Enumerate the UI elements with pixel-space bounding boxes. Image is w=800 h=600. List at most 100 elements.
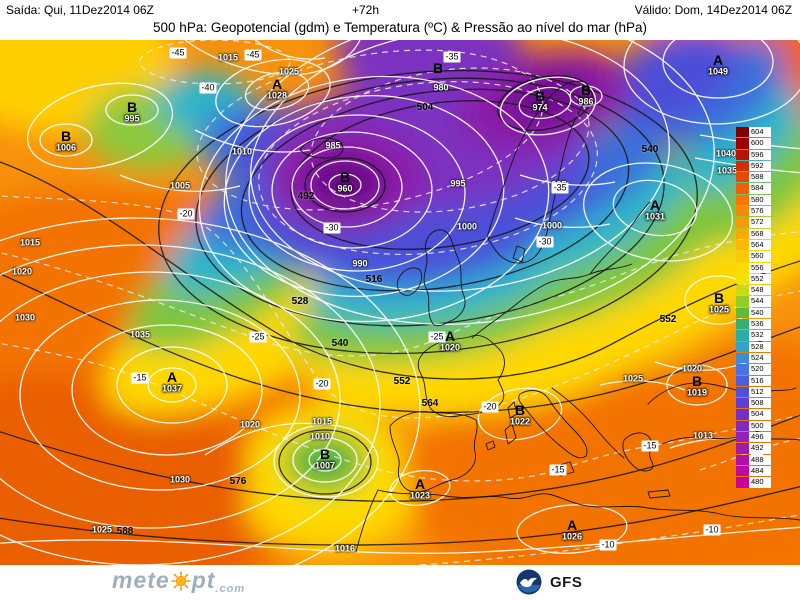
legend-value-label: 548 (749, 285, 771, 296)
legend-value-label: 600 (749, 138, 771, 149)
valid-timestamp: Válido: Dom, 14Dez2014 06Z (634, 3, 792, 17)
legend-entry: 504 (736, 409, 771, 420)
legend-entry: 592 (736, 160, 771, 172)
legend-value-label: 580 (749, 194, 771, 206)
legend-entries: 604 600 596 592 588 584 580 576 572 568 564 560 556 5… (736, 127, 771, 488)
legend-color-swatch (736, 262, 749, 273)
legend-color-swatch (736, 443, 749, 454)
footer: mete pt.com GFS (0, 565, 800, 600)
legend-color-swatch (736, 375, 749, 386)
legend-color-swatch (736, 194, 749, 206)
header-meta-row: Saída: Qui, 11Dez2014 06Z +72h Válido: D… (0, 0, 800, 21)
legend-entry: 588 (736, 172, 771, 183)
legend-entry: 492 (736, 443, 771, 454)
legend-color-swatch (736, 172, 749, 183)
legend-color-swatch (736, 454, 749, 465)
model-name: GFS (550, 573, 583, 591)
legend-entry: 532 (736, 330, 771, 341)
legend-color-swatch (736, 432, 749, 443)
legend-entry: 500 (736, 420, 771, 432)
legend-value-label: 568 (749, 228, 771, 239)
legend-color-swatch (736, 296, 749, 307)
legend-value-label: 488 (749, 454, 771, 465)
legend-value-label: 604 (749, 127, 771, 138)
legend-color-swatch (736, 477, 749, 488)
coastlines (299, 80, 800, 553)
legend-value-label: 508 (749, 398, 771, 409)
legend-color-swatch (736, 228, 749, 239)
legend-entry: 520 (736, 364, 771, 375)
legend-value-label: 484 (749, 465, 771, 477)
legend-value-label: 504 (749, 409, 771, 420)
legend-color-swatch (736, 138, 749, 149)
legend-color-swatch (736, 285, 749, 296)
legend-color-swatch (736, 386, 749, 398)
legend-color-swatch (736, 183, 749, 194)
noaa-logo (516, 569, 542, 595)
legend-entry: 580 (736, 194, 771, 206)
legend-entry: 512 (736, 386, 771, 398)
legend-value-label: 596 (749, 149, 771, 160)
legend-value-label: 536 (749, 319, 771, 330)
legend-entry: 548 (736, 285, 771, 296)
geopotential-contours (0, 69, 800, 546)
legend-value-label: 576 (749, 206, 771, 217)
logo-text-prefix: mete (112, 567, 170, 593)
legend-entry: 508 (736, 398, 771, 409)
legend-color-swatch (736, 127, 749, 138)
run-timestamp: Saída: Qui, 11Dez2014 06Z (6, 3, 154, 17)
legend-value-label: 480 (749, 477, 771, 488)
legend-value-label: 544 (749, 296, 771, 307)
legend-entry: 596 (736, 149, 771, 160)
legend-value-label: 512 (749, 386, 771, 398)
meteopt-logo[interactable]: mete pt.com (112, 567, 245, 595)
legend-entry: 604 (736, 127, 771, 138)
legend-color-swatch (736, 239, 749, 251)
legend-value-label: 572 (749, 217, 771, 228)
legend-color-swatch (736, 319, 749, 330)
legend-color-swatch (736, 217, 749, 228)
legend-entry: 584 (736, 183, 771, 194)
legend-value-label: 532 (749, 330, 771, 341)
legend-entry: 568 (736, 228, 771, 239)
legend-value-label: 552 (749, 273, 771, 285)
legend-value-label: 516 (749, 375, 771, 386)
legend-entry: 576 (736, 206, 771, 217)
legend-color-swatch (736, 420, 749, 432)
legend-entry: 600 (736, 138, 771, 149)
forecast-step: +72h (352, 3, 380, 17)
legend-value-label: 520 (749, 364, 771, 375)
model-credit: GFS (516, 569, 582, 595)
color-scale-legend: 604 600 596 592 588 584 580 576 572 568 564 560 556 5… (736, 127, 771, 489)
legend-value-label: 540 (749, 307, 771, 319)
sun-icon (170, 571, 191, 591)
legend-entry: 488 (736, 454, 771, 465)
legend-value-label: 588 (749, 172, 771, 183)
legend-color-swatch (736, 273, 749, 285)
legend-color-swatch (736, 160, 749, 172)
legend-value-label: 528 (749, 341, 771, 352)
legend-color-swatch (736, 352, 749, 364)
legend-entry: 536 (736, 319, 771, 330)
header: Saída: Qui, 11Dez2014 06Z +72h Válido: D… (0, 0, 800, 40)
legend-entry: 484 (736, 465, 771, 477)
legend-entry: 528 (736, 341, 771, 352)
legend-value-label: 556 (749, 262, 771, 273)
legend-entry: 540 (736, 307, 771, 319)
legend-value-label: 592 (749, 160, 771, 172)
logo-tld: .com (215, 583, 246, 595)
legend-color-swatch (736, 341, 749, 352)
legend-value-label: 524 (749, 352, 771, 364)
legend-entry: 480 (736, 477, 771, 488)
legend-entry: 564 (736, 239, 771, 251)
legend-color-swatch (736, 398, 749, 409)
legend-value-label: 500 (749, 420, 771, 432)
legend-color-swatch (736, 330, 749, 341)
legend-color-swatch (736, 364, 749, 375)
legend-entry: 556 (736, 262, 771, 273)
legend-color-swatch (736, 307, 749, 319)
legend-entry: 524 (736, 352, 771, 364)
